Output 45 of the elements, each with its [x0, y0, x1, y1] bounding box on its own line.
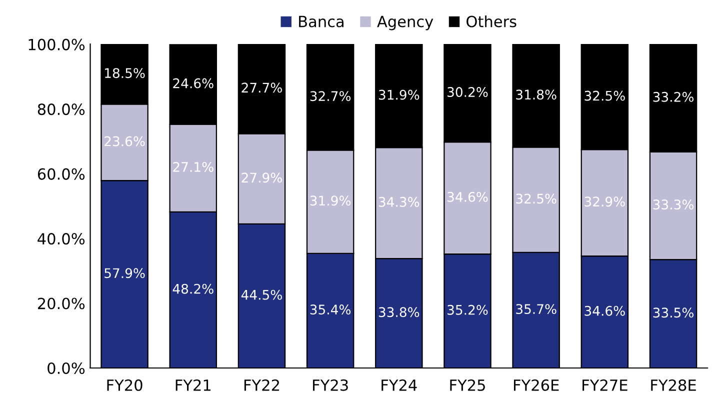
- data-label: 32.9%: [584, 196, 625, 207]
- x-tick-label: FY21: [176, 379, 211, 391]
- y-tick-label: 40.0%: [38, 232, 85, 245]
- data-label: 23.6%: [104, 136, 145, 146]
- x-tick-label: FY28E: [651, 379, 696, 391]
- y-tick-label: 80.0%: [38, 104, 85, 116]
- data-label: 33.3%: [653, 200, 694, 210]
- data-label: 33.2%: [653, 92, 694, 102]
- legend-label: Others: [466, 15, 516, 28]
- y-tick-label: 0.0%: [48, 362, 85, 374]
- y-tick-label: 20.0%: [38, 298, 85, 310]
- x-tick-label: FY24: [382, 379, 417, 391]
- x-tick-label: FY25: [450, 379, 485, 391]
- data-label: 27.9%: [242, 172, 282, 183]
- x-tick-label: FY22: [244, 379, 279, 391]
- data-label: 35.2%: [448, 304, 488, 315]
- data-label: 32.5%: [516, 194, 556, 204]
- legend-label: Banca: [299, 16, 344, 28]
- data-label: 31.9%: [378, 90, 420, 100]
- data-label: 35.4%: [310, 304, 351, 315]
- y-tick-label: 100.0%: [28, 38, 85, 50]
- data-label: 32.5%: [584, 90, 625, 101]
- data-label: 35.7%: [516, 304, 556, 314]
- data-label: 44.5%: [241, 290, 282, 300]
- data-label: 18.5%: [105, 68, 145, 78]
- x-tick-label: FY23: [313, 379, 348, 391]
- data-label: 24.6%: [173, 78, 214, 88]
- data-label: 33.8%: [378, 307, 420, 318]
- data-label: 34.6%: [584, 306, 625, 316]
- data-label: 57.9%: [104, 268, 145, 278]
- data-label: 33.5%: [653, 308, 694, 318]
- x-tick-label: FY26E: [514, 379, 559, 391]
- data-label: 31.9%: [310, 196, 351, 206]
- legend-label: Agency: [377, 16, 434, 30]
- data-label: 34.3%: [378, 196, 420, 207]
- x-tick-label: FY20: [107, 379, 142, 391]
- data-label: 31.8%: [516, 90, 556, 100]
- data-label: 27.7%: [242, 82, 282, 93]
- data-label: 30.2%: [448, 87, 488, 98]
- y-tick-label: 60.0%: [38, 168, 85, 180]
- data-label: 32.7%: [310, 91, 351, 102]
- data-label: 27.1%: [173, 162, 214, 172]
- data-label: 34.6%: [448, 192, 488, 202]
- data-label: 48.2%: [172, 284, 214, 294]
- x-tick-label: FY27E: [582, 379, 628, 391]
